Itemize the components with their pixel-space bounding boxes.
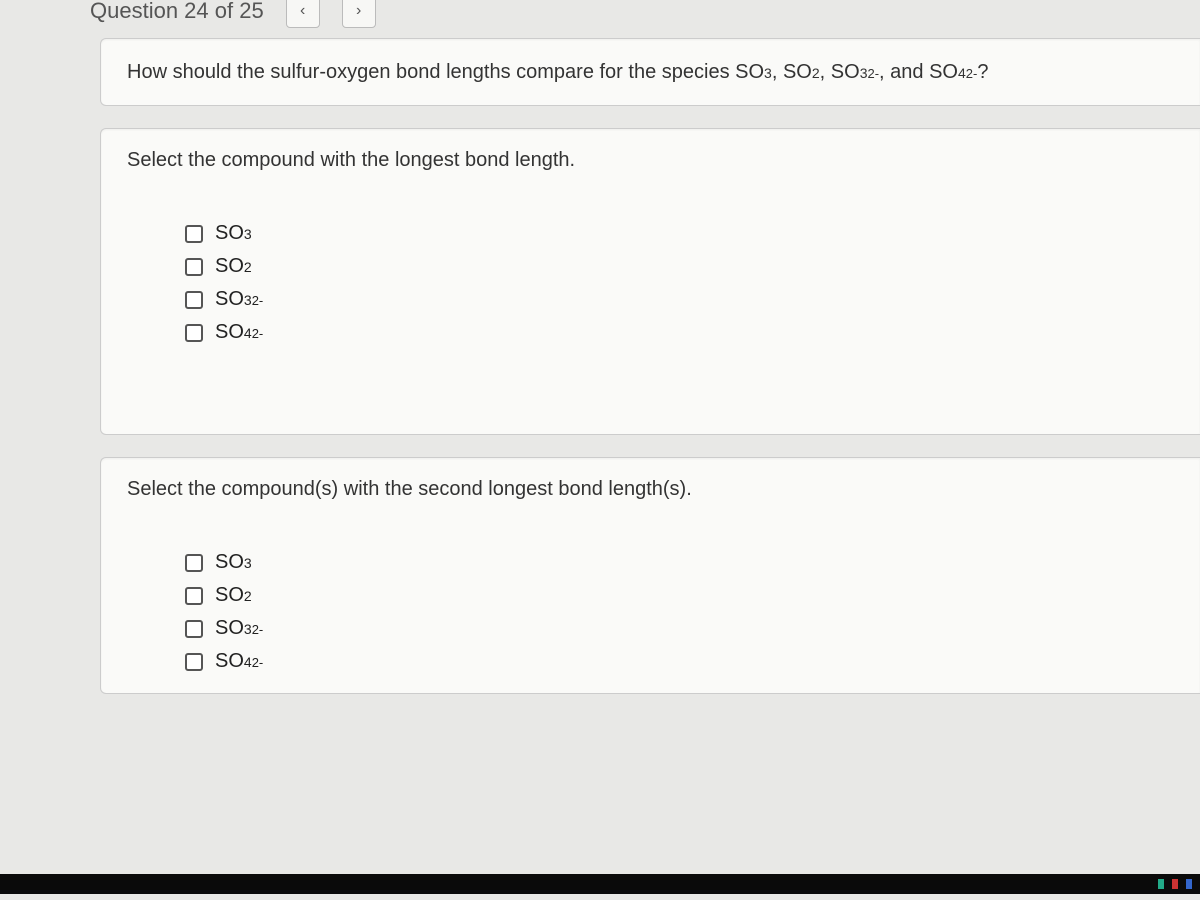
option-label: SO32- <box>215 288 263 311</box>
question-lead: How should the sulfur-oxygen bond length… <box>127 61 735 83</box>
checkbox-icon[interactable] <box>185 324 203 342</box>
checkbox-icon[interactable] <box>185 587 203 605</box>
part1-prompt: Select the compound with the longest bon… <box>127 149 1174 172</box>
checkbox-icon[interactable] <box>185 225 203 243</box>
species-4: SO42- <box>929 57 977 87</box>
part2-card: Select the compound(s) with the second l… <box>100 457 1200 694</box>
part2-option-2[interactable]: SO2 <box>185 584 1174 607</box>
option-label: SO2 <box>215 584 252 607</box>
part1-options: SO3 SO2 SO32- SO42- <box>185 222 1174 344</box>
checkbox-icon[interactable] <box>185 653 203 671</box>
part2-option-4[interactable]: SO42- <box>185 650 1174 673</box>
taskbar-indicator-icon <box>1186 879 1192 889</box>
prev-question-button[interactable]: ‹ <box>286 0 320 28</box>
part2-prompt: Select the compound(s) with the second l… <box>127 478 1174 501</box>
question-counter: Question 24 of 25 <box>90 0 264 24</box>
checkbox-icon[interactable] <box>185 291 203 309</box>
option-label: SO3 <box>215 551 252 574</box>
part1-card: Select the compound with the longest bon… <box>100 128 1200 435</box>
part1-option-1[interactable]: SO3 <box>185 222 1174 245</box>
option-label: SO42- <box>215 321 263 344</box>
part1-option-3[interactable]: SO32- <box>185 288 1174 311</box>
taskbar <box>0 874 1200 894</box>
option-label: SO42- <box>215 650 263 673</box>
taskbar-indicator-icon <box>1158 879 1164 889</box>
option-label: SO32- <box>215 617 263 640</box>
chevron-left-icon: ‹ <box>300 2 305 20</box>
species-3: SO32- <box>831 57 879 87</box>
part1-option-4[interactable]: SO42- <box>185 321 1174 344</box>
checkbox-icon[interactable] <box>185 554 203 572</box>
question-stem-card: How should the sulfur-oxygen bond length… <box>100 38 1200 106</box>
next-question-button[interactable]: › <box>342 0 376 28</box>
part2-option-3[interactable]: SO32- <box>185 617 1174 640</box>
part1-option-2[interactable]: SO2 <box>185 255 1174 278</box>
option-label: SO2 <box>215 255 252 278</box>
taskbar-indicator-icon <box>1172 879 1178 889</box>
question-tail: ? <box>977 61 988 83</box>
part2-option-1[interactable]: SO3 <box>185 551 1174 574</box>
option-label: SO3 <box>215 222 252 245</box>
checkbox-icon[interactable] <box>185 620 203 638</box>
question-text: How should the sulfur-oxygen bond length… <box>127 57 1174 87</box>
part2-options: SO3 SO2 SO32- SO42- <box>185 551 1174 673</box>
question-header: Question 24 of 25 ‹ › <box>0 0 1200 38</box>
species-2: SO2 <box>783 57 820 87</box>
chevron-right-icon: › <box>356 2 361 20</box>
species-1: SO3 <box>735 57 772 87</box>
checkbox-icon[interactable] <box>185 258 203 276</box>
